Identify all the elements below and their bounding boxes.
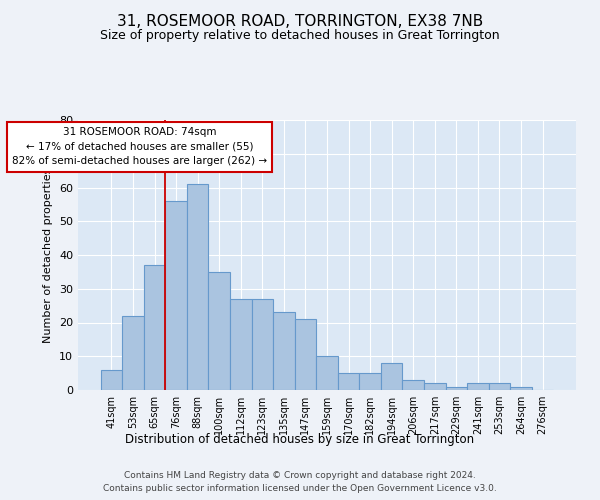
Bar (101, 370, 122, 390)
Bar (166, 201, 187, 390)
Bar (187, 184, 208, 390)
Bar (295, 319, 316, 390)
Text: Contains HM Land Registry data © Crown copyright and database right 2024.: Contains HM Land Registry data © Crown c… (124, 471, 476, 480)
Bar (381, 363, 403, 390)
Bar (359, 373, 381, 390)
Bar (510, 386, 532, 390)
Bar (488, 383, 510, 390)
Bar (403, 380, 424, 390)
Text: Distribution of detached houses by size in Great Torrington: Distribution of detached houses by size … (125, 432, 475, 446)
Y-axis label: Number of detached properties: Number of detached properties (43, 168, 53, 342)
Bar (446, 386, 467, 390)
Bar (251, 299, 273, 390)
Text: Contains public sector information licensed under the Open Government Licence v3: Contains public sector information licen… (103, 484, 497, 493)
Bar (144, 265, 166, 390)
Bar (208, 272, 230, 390)
Bar (273, 312, 295, 390)
Text: 31, ROSEMOOR ROAD, TORRINGTON, EX38 7NB: 31, ROSEMOOR ROAD, TORRINGTON, EX38 7NB (117, 14, 483, 29)
Bar (467, 383, 488, 390)
Text: Size of property relative to detached houses in Great Torrington: Size of property relative to detached ho… (100, 28, 500, 42)
Bar (122, 316, 144, 390)
Bar (424, 383, 446, 390)
Bar (316, 356, 338, 390)
Bar (338, 373, 359, 390)
Bar (230, 299, 251, 390)
Text: 31 ROSEMOOR ROAD: 74sqm
← 17% of detached houses are smaller (55)
82% of semi-de: 31 ROSEMOOR ROAD: 74sqm ← 17% of detache… (12, 126, 267, 166)
